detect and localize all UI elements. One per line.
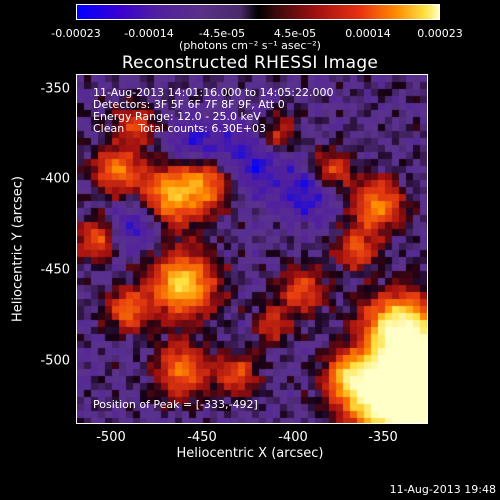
colorbar-tick: 0.00014 [345,27,391,40]
colorbar-tick: -0.00014 [124,27,174,40]
colorbar-tick: 0.00023 [417,27,463,40]
x-tick-label: -400 [278,430,308,445]
x-tick-label: -500 [96,430,126,445]
rhessi-heatmap [77,75,427,423]
y-tick-label: -400 [40,171,70,187]
annotation-peak: Position of Peak = [-333,-492] [93,398,258,411]
annotation-clean: Clean Total counts: 6.30E+03 [93,122,267,135]
x-axis-label: Heliocentric X (arcsec) [176,446,324,461]
annotation-time: 11-Aug-2013 14:01:16.000 to 14:05:22.000 [93,86,334,99]
annotation-detectors: Detectors: 3F 5F 6F 7F 8F 9F, Att 0 [93,98,285,111]
y-tick-label: -450 [40,262,70,278]
y-tick-label: -500 [40,353,70,369]
y-tick-label: -350 [40,81,70,97]
colorbar-tick: 4.5e-05 [273,27,317,40]
image-title: Reconstructed RHESSI Image [121,53,379,73]
image-plot: 11-Aug-2013 14:01:16.000 to 14:05:22.000… [76,74,428,424]
x-tick-label: -450 [187,430,217,445]
plot-timestamp: 11-Aug-2013 19:48 [389,483,496,496]
colorbar [76,4,440,20]
annotation-energy: Energy Range: 12.0 - 25.0 keV [93,110,261,123]
colorbar-tick: -0.00023 [51,27,101,40]
colorbar-units: (photons cm⁻² s⁻¹ asec⁻²) [179,39,321,52]
colorbar-tick: -4.5e-05 [198,27,246,40]
x-tick-label: -350 [368,430,398,445]
y-axis-label: Heliocentric Y (arcsec) [10,176,26,322]
